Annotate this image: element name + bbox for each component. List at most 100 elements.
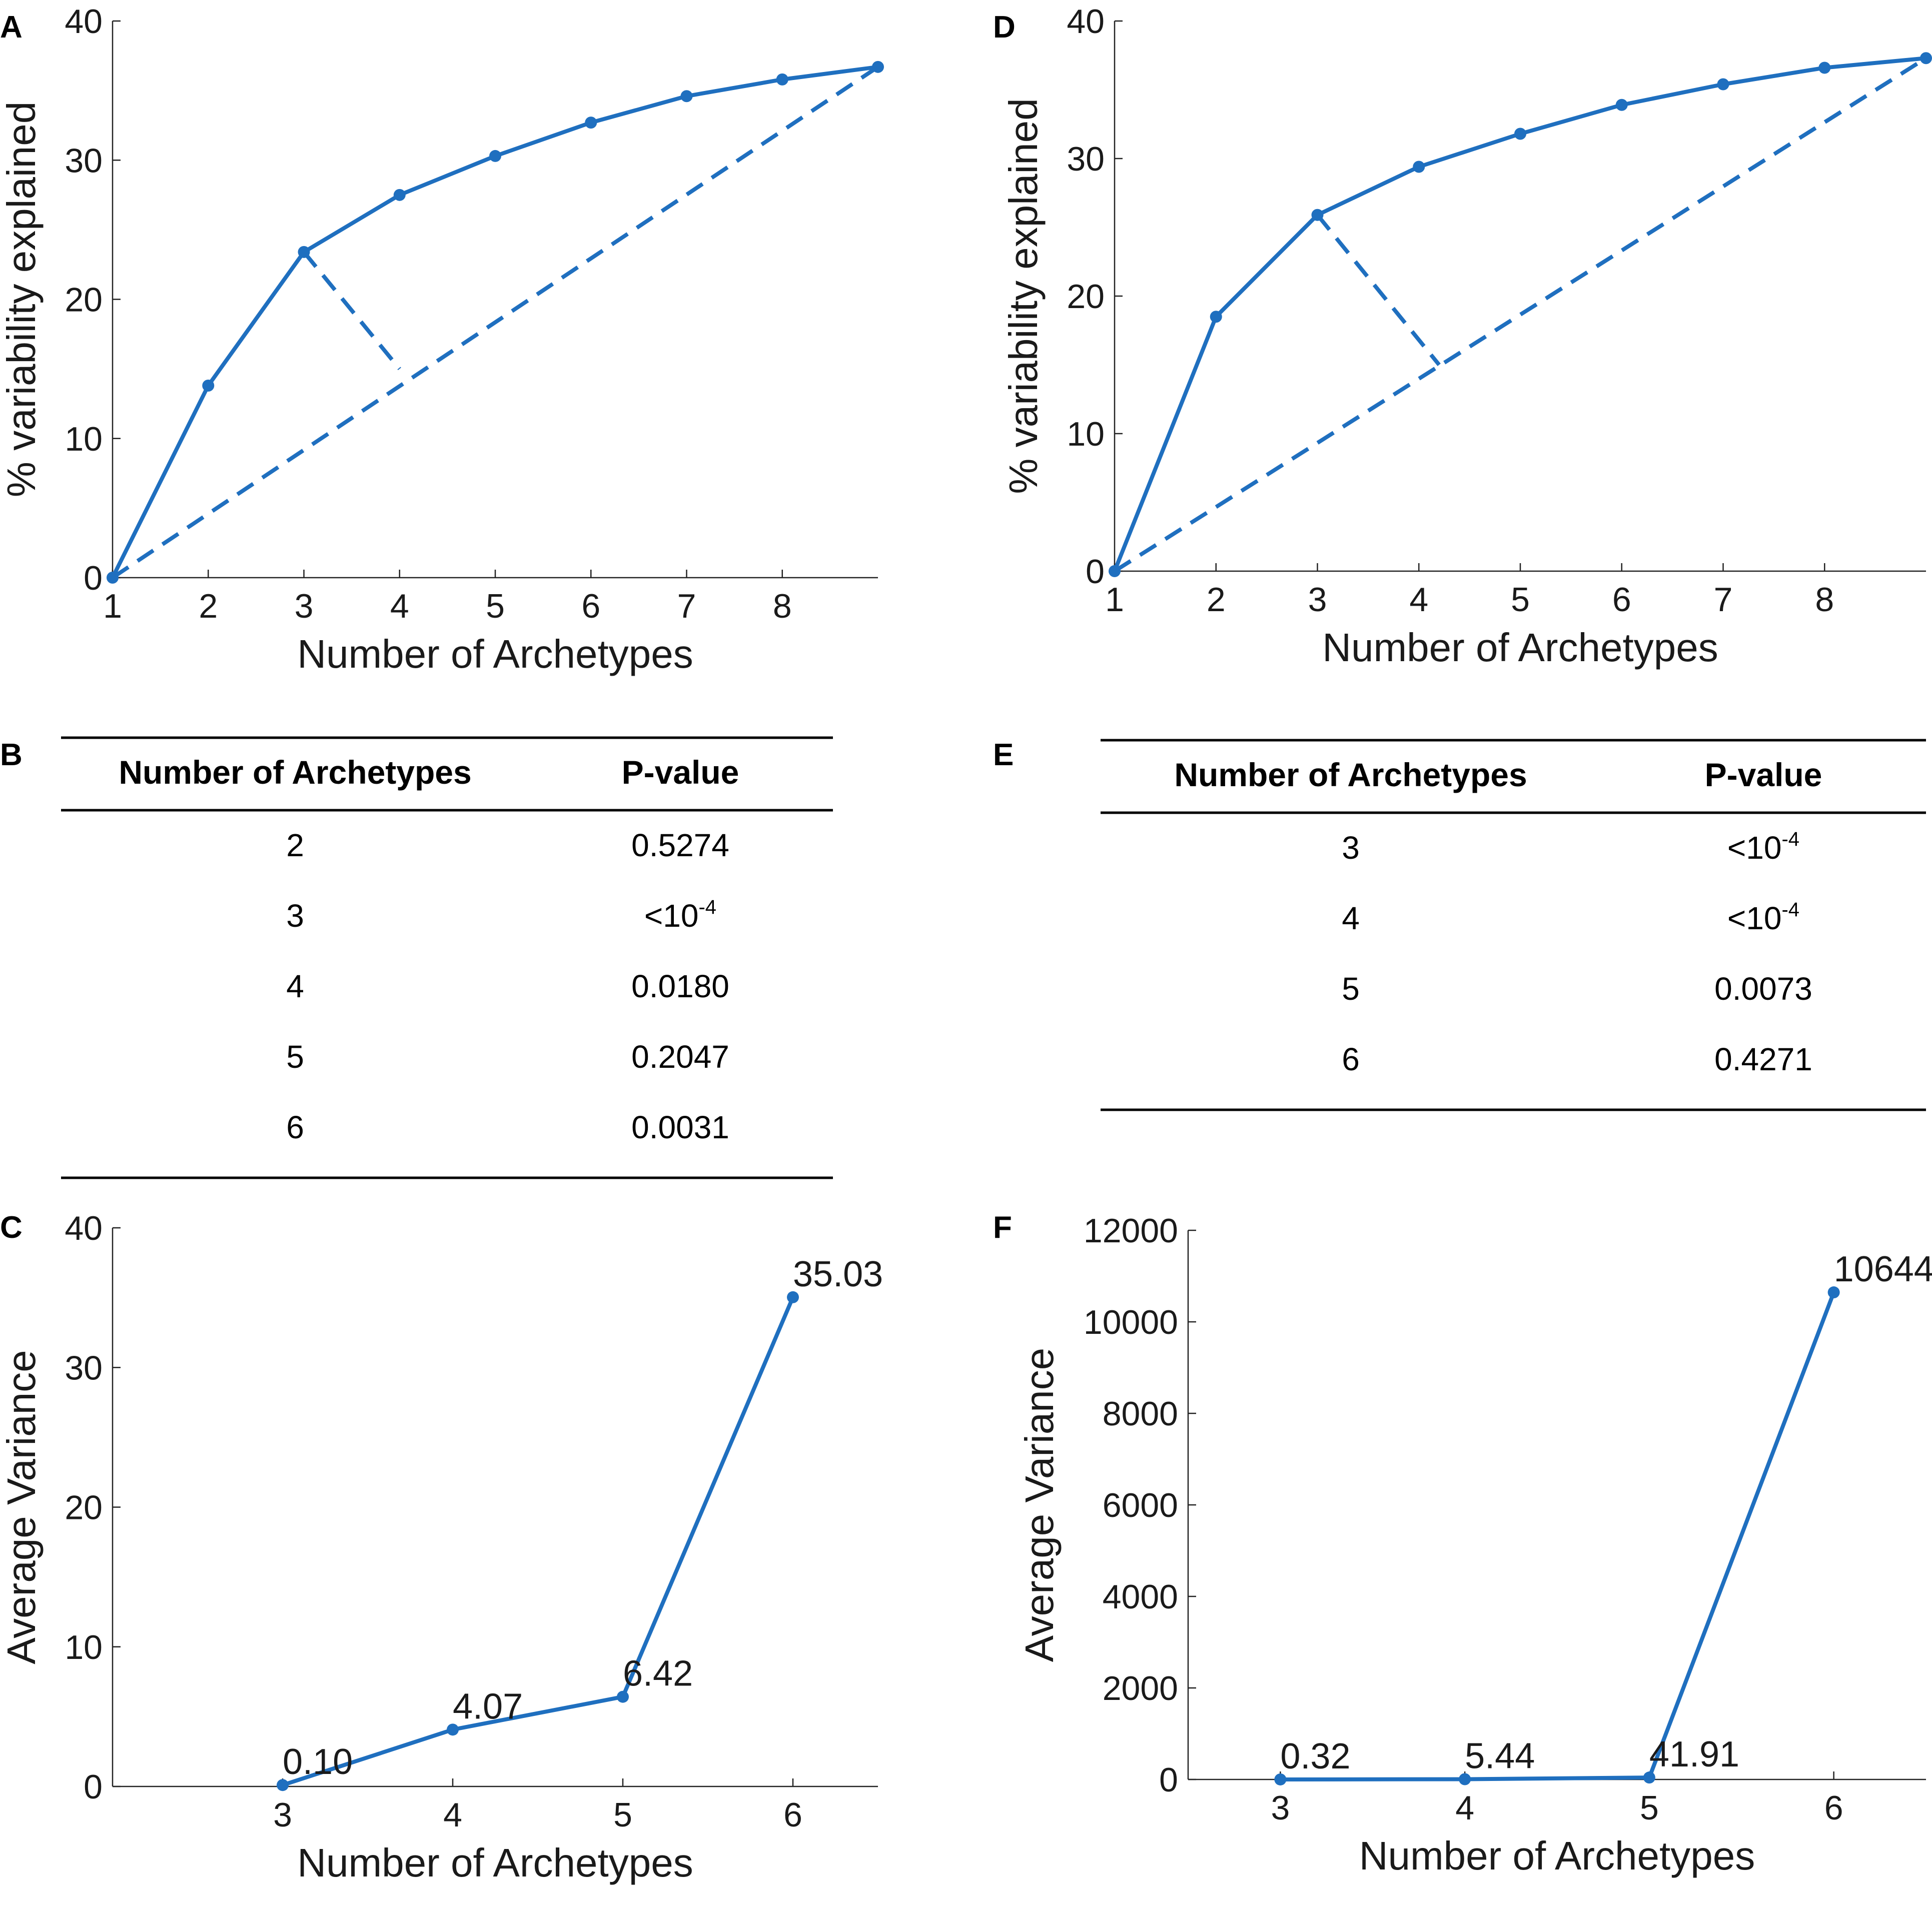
table-b-pvalues: Number of Archetypes P-value 2 0.5274 3 <10-4… bbox=[61, 736, 833, 1179]
table-cell-archetypes: 4 bbox=[286, 968, 304, 1004]
y-tick-label: 10 bbox=[1067, 415, 1105, 453]
chart-a-variability: 0 10 20 30 40 1 2 3 4 5 6 7 8 Number of Archetypes % v… bbox=[0, 3, 884, 676]
table-cell-pvalue: 0.2047 bbox=[631, 1039, 729, 1075]
table-cell-pvalue: <10-4 bbox=[644, 896, 716, 934]
x-tick-label: 5 bbox=[1640, 1789, 1659, 1827]
table-cell-archetypes: 2 bbox=[286, 827, 304, 863]
x-axis-label: Number of Archetypes bbox=[1322, 625, 1718, 670]
table-cell-pvalue: 0.0073 bbox=[1714, 971, 1812, 1007]
table-cell-archetypes: 6 bbox=[1342, 1041, 1360, 1077]
data-point bbox=[1615, 99, 1628, 111]
x-axis-label: Number of Archetypes bbox=[297, 1840, 693, 1885]
data-point bbox=[1413, 161, 1425, 173]
y-tick-label: 12000 bbox=[1084, 1212, 1178, 1250]
series-line bbox=[282, 1296, 795, 1787]
y-tick-label: 0 bbox=[84, 1768, 103, 1806]
chart-f-average-variance: 0 2000 4000 6000 8000 10000 12000 3 4 5 6 Number of… bbox=[1017, 1212, 1932, 1878]
table-cell-archetypes: 5 bbox=[286, 1039, 304, 1075]
x-axis-label: Number of Archetypes bbox=[1359, 1833, 1755, 1878]
table-header: P-value bbox=[622, 754, 739, 791]
table-header: P-value bbox=[1705, 756, 1822, 793]
y-tick-label: 0 bbox=[84, 559, 103, 597]
reference-dashed-line bbox=[111, 65, 879, 580]
data-point bbox=[1920, 52, 1932, 65]
data-point bbox=[1643, 1771, 1655, 1784]
table-cell-pvalue-exponent: -4 bbox=[1781, 899, 1799, 921]
table-cell-pvalue-exponent: -4 bbox=[1781, 828, 1799, 850]
data-point bbox=[298, 246, 310, 258]
x-tick-label: 3 bbox=[1308, 581, 1327, 619]
y-axis-label: % variability explained bbox=[1001, 98, 1046, 494]
table-e-pvalues: Number of Archetypes P-value 3 <10-4 4 <10-4 5… bbox=[1101, 739, 1926, 1111]
x-tick-label: 5 bbox=[486, 587, 505, 625]
table-cell-archetypes: 3 bbox=[286, 898, 304, 934]
data-point bbox=[1210, 311, 1222, 323]
data-point bbox=[680, 90, 693, 103]
y-axis-label: Average Variance bbox=[1017, 1348, 1062, 1662]
data-point bbox=[872, 61, 884, 73]
x-tick-label: 4 bbox=[1455, 1789, 1474, 1827]
x-tick-label: 1 bbox=[103, 587, 122, 625]
data-point bbox=[1459, 1773, 1471, 1785]
y-tick-label: 30 bbox=[65, 1349, 103, 1387]
data-point bbox=[1827, 1286, 1840, 1299]
table-cell-pvalue: 0.5274 bbox=[631, 827, 729, 863]
y-tick-label: 8000 bbox=[1103, 1395, 1178, 1433]
x-tick-label: 3 bbox=[273, 1796, 292, 1834]
data-point bbox=[617, 1690, 629, 1703]
x-tick-label: 5 bbox=[1511, 581, 1530, 619]
data-point bbox=[393, 189, 406, 201]
table-cell-archetypes: 4 bbox=[1342, 900, 1360, 936]
x-tick-label: 1 bbox=[1105, 581, 1124, 619]
y-tick-label: 40 bbox=[1067, 3, 1105, 41]
x-tick-label: 6 bbox=[581, 587, 600, 625]
table-cell-pvalue: 0.0031 bbox=[631, 1109, 729, 1145]
x-tick-label: 8 bbox=[1815, 581, 1834, 619]
data-point bbox=[1274, 1773, 1287, 1785]
table-cell-pvalue: 0.0180 bbox=[631, 968, 729, 1004]
y-tick-label: 0 bbox=[1159, 1761, 1178, 1799]
elbow-dashed-line bbox=[1316, 214, 1441, 367]
elbow-dashed-line bbox=[302, 251, 401, 371]
data-label: 6.42 bbox=[623, 1654, 693, 1694]
data-point bbox=[585, 117, 597, 129]
y-tick-label: 2000 bbox=[1103, 1669, 1178, 1707]
table-cell-pvalue: 0.4271 bbox=[1714, 1041, 1812, 1077]
panel-letter-c: C bbox=[0, 1210, 23, 1245]
x-tick-label: 6 bbox=[1824, 1789, 1843, 1827]
data-label: 10644.33 bbox=[1834, 1249, 1932, 1289]
data-point bbox=[202, 380, 215, 392]
y-tick-label: 0 bbox=[1086, 553, 1105, 591]
x-tick-label: 4 bbox=[443, 1796, 462, 1834]
panel-letter-b: B bbox=[0, 738, 23, 772]
y-tick-label: 10 bbox=[65, 420, 103, 458]
x-tick-label: 3 bbox=[1271, 1789, 1290, 1827]
chart-c-average-variance: 0 10 20 30 40 3 4 5 6 Number of Archetypes Average… bbox=[0, 1209, 883, 1885]
panel-letter-a: A bbox=[0, 10, 23, 45]
y-tick-label: 40 bbox=[65, 3, 103, 41]
x-axis-label: Number of Archetypes bbox=[297, 632, 693, 676]
data-label: 5.44 bbox=[1465, 1736, 1535, 1776]
y-tick-label: 40 bbox=[65, 1209, 103, 1247]
data-label: 35.03 bbox=[793, 1254, 883, 1294]
table-cell-pvalue-exponent: -4 bbox=[698, 896, 716, 918]
data-label: 41.91 bbox=[1649, 1734, 1739, 1774]
y-axis-label: Average Variance bbox=[0, 1350, 44, 1664]
table-cell-pvalue: <10-4 bbox=[1727, 899, 1799, 936]
x-tick-label: 8 bbox=[773, 587, 792, 625]
data-point bbox=[1818, 62, 1831, 74]
x-tick-label: 5 bbox=[613, 1796, 632, 1834]
chart-d-variability: 0 10 20 30 40 1 2 3 4 5 6 7 8 Number of Archetypes % v… bbox=[1001, 3, 1932, 670]
table-header: Number of Archetypes bbox=[1174, 756, 1527, 793]
x-tick-label: 6 bbox=[783, 1796, 802, 1834]
x-tick-label: 4 bbox=[1409, 581, 1428, 619]
data-label: 0.10 bbox=[283, 1742, 353, 1782]
table-cell-archetypes: 6 bbox=[286, 1109, 304, 1145]
y-tick-label: 20 bbox=[65, 1489, 103, 1527]
y-tick-label: 20 bbox=[65, 281, 103, 319]
table-cell-pvalue: <10-4 bbox=[1727, 828, 1799, 866]
x-tick-label: 7 bbox=[677, 587, 696, 625]
data-point bbox=[1514, 128, 1526, 140]
y-tick-label: 6000 bbox=[1103, 1486, 1178, 1524]
